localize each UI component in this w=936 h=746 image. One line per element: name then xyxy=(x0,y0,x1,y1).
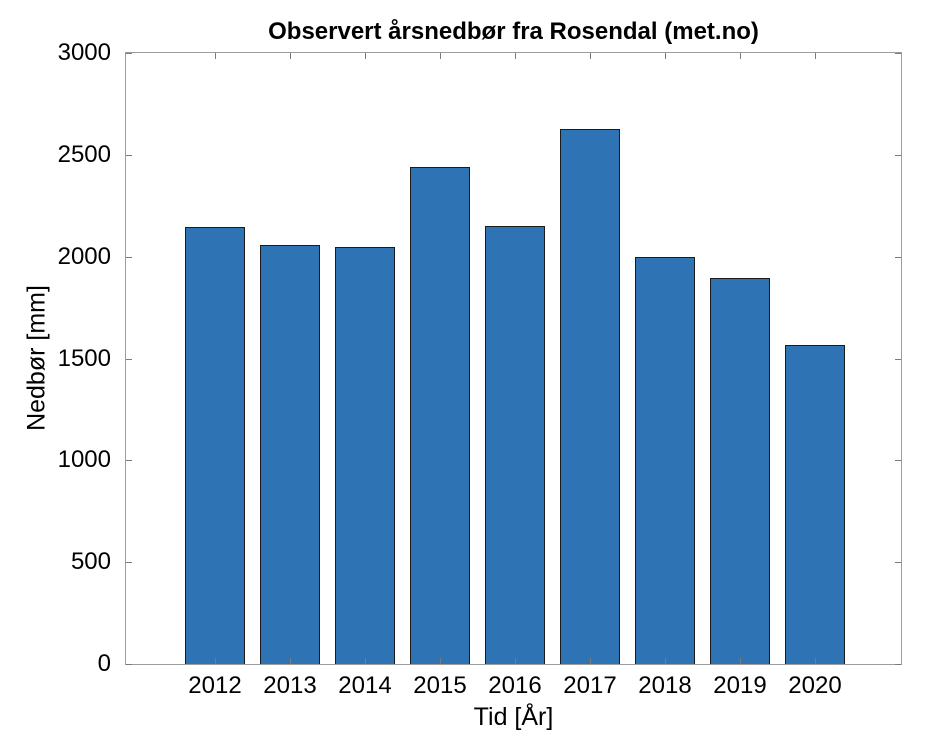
bar-2015 xyxy=(410,167,470,664)
y-tick-label: 2000 xyxy=(57,243,111,270)
x-tick-mark-top xyxy=(590,53,591,59)
y-tick-mark-right xyxy=(895,460,901,461)
x-tick-mark xyxy=(590,658,591,664)
y-tick-label: 0 xyxy=(97,650,111,677)
bar-2018 xyxy=(635,257,695,664)
x-tick-label: 2014 xyxy=(338,672,392,699)
x-tick-mark xyxy=(215,658,216,664)
y-tick-mark-left xyxy=(126,664,132,665)
x-tick-label: 2016 xyxy=(488,672,542,699)
y-tick-mark-left xyxy=(126,359,132,360)
x-tick-label: 2015 xyxy=(413,672,467,699)
y-tick-mark-left xyxy=(126,460,132,461)
bar-2020 xyxy=(785,345,845,664)
x-tick-mark-top xyxy=(515,53,516,59)
x-tick-mark xyxy=(815,658,816,664)
x-tick-label: 2019 xyxy=(713,672,767,699)
y-tick-label: 1000 xyxy=(57,446,111,473)
x-tick-mark xyxy=(440,658,441,664)
x-tick-label: 2012 xyxy=(188,672,242,699)
bar-2016 xyxy=(485,226,545,664)
x-tick-label: 2017 xyxy=(563,672,617,699)
x-tick-label: 2013 xyxy=(263,672,317,699)
bar-2014 xyxy=(335,247,395,664)
y-tick-mark-left xyxy=(126,257,132,258)
x-tick-mark-top xyxy=(740,53,741,59)
y-tick-label: 3000 xyxy=(57,39,111,66)
plot-area xyxy=(125,52,902,665)
chart-title: Observert årsnedbør fra Rosendal (met.no… xyxy=(268,18,759,45)
y-tick-mark-left xyxy=(126,53,132,54)
y-tick-mark-left xyxy=(126,155,132,156)
y-tick-label: 500 xyxy=(70,548,111,575)
y-tick-mark-right xyxy=(895,562,901,563)
y-tick-mark-left xyxy=(126,562,132,563)
y-tick-mark-right xyxy=(895,664,901,665)
y-tick-mark-right xyxy=(895,257,901,258)
x-tick-mark-top xyxy=(815,53,816,59)
x-tick-mark xyxy=(515,658,516,664)
x-tick-mark-top xyxy=(290,53,291,59)
y-tick-mark-right xyxy=(895,155,901,156)
x-tick-mark xyxy=(365,658,366,664)
x-tick-mark xyxy=(665,658,666,664)
x-tick-label: 2020 xyxy=(788,672,842,699)
y-tick-label: 2500 xyxy=(57,141,111,168)
bar-2019 xyxy=(710,278,770,664)
x-tick-mark xyxy=(290,658,291,664)
bar-2012 xyxy=(185,227,245,664)
y-tick-mark-right xyxy=(895,359,901,360)
x-tick-mark-top xyxy=(665,53,666,59)
x-tick-label: 2018 xyxy=(638,672,692,699)
x-tick-mark-top xyxy=(365,53,366,59)
y-tick-mark-right xyxy=(895,53,901,54)
x-tick-mark-top xyxy=(440,53,441,59)
bar-2017 xyxy=(560,129,620,664)
bar-2013 xyxy=(260,245,320,664)
y-tick-label: 1500 xyxy=(57,345,111,372)
x-tick-mark-top xyxy=(215,53,216,59)
x-tick-mark xyxy=(740,658,741,664)
x-axis-label: Tid [År] xyxy=(473,703,554,731)
